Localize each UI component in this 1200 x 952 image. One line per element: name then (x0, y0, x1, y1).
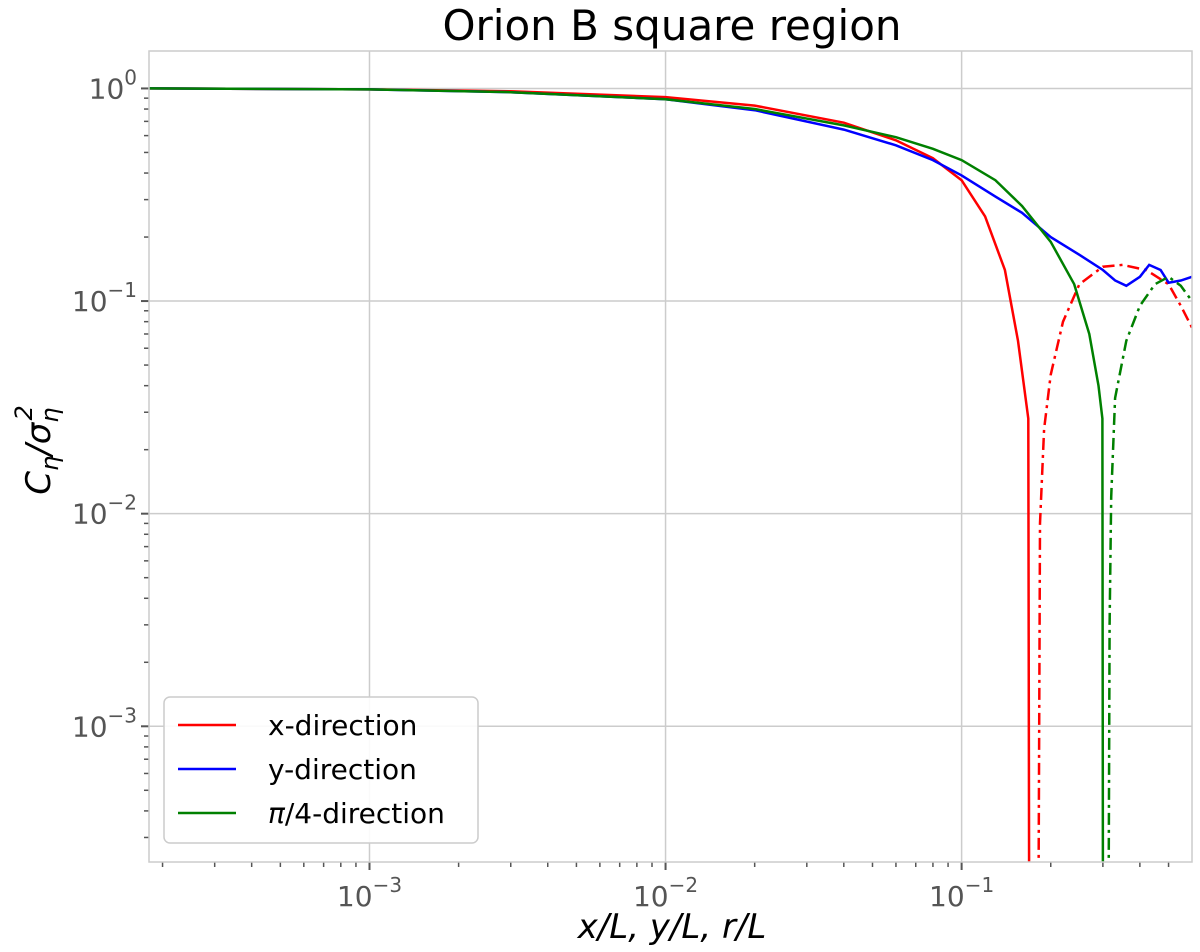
legend-label: x-direction (268, 709, 417, 742)
legend-label: y-direction (268, 753, 417, 786)
tick-labels: 10−3 10−2 10−1 100 10−1 10−2 10−3 (72, 65, 994, 913)
x-tick-label: 10−1 (929, 873, 994, 913)
y-tick-label: 10−3 (72, 703, 137, 743)
x-tick-label: 10−3 (337, 873, 402, 913)
y-tick-label: 100 (89, 65, 137, 105)
series-line--4-direction-solid (149, 87, 1105, 862)
chart-title: Orion B square region (442, 1, 901, 50)
legend: x-direction y-direction π/4-direction (163, 696, 479, 844)
plot-frame (148, 50, 1193, 863)
series-line-x-direction-dashdot (1037, 263, 1192, 862)
legend-label: π/4-direction (268, 797, 445, 830)
y-tick-label: 10−2 (72, 491, 137, 531)
x-axis-label: x/L, y/L, r/L (577, 907, 767, 947)
legend-box (163, 696, 479, 844)
y-axis-label: Cη/ση2 (10, 405, 64, 494)
y-tick-label: 10−1 (72, 278, 137, 318)
x-tick-label: 10−2 (633, 873, 698, 913)
series-line--4-direction-dashdot (1107, 275, 1192, 862)
minor-ticks (141, 87, 1170, 870)
series-line-y-direction-solid (149, 87, 1192, 288)
svg-text:Cη/ση2: Cη/ση2 (10, 405, 64, 494)
plot-lines (149, 87, 1192, 862)
